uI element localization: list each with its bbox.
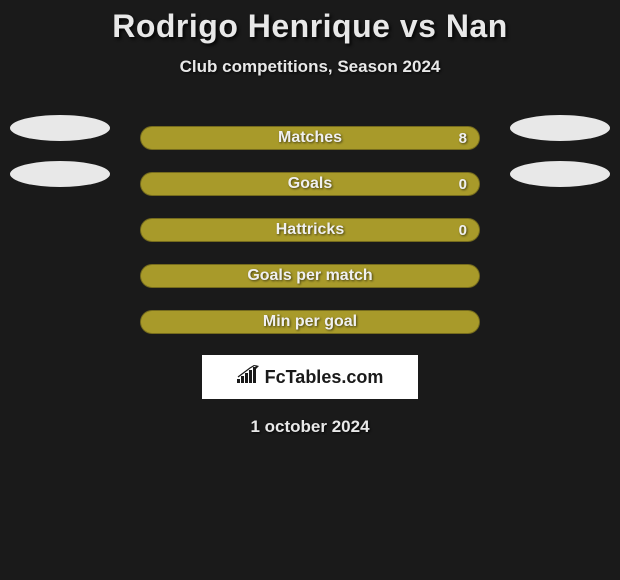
left-ellipse (10, 161, 110, 187)
stat-row: Goals per match (0, 253, 620, 299)
infographic-container: Rodrigo Henrique vs Nan Club competition… (0, 0, 620, 437)
right-ellipse (510, 115, 610, 141)
brand-box: FcTables.com (202, 355, 418, 399)
stat-bar: Matches 8 (140, 126, 480, 150)
stat-row: Hattricks 0 (0, 207, 620, 253)
stat-label: Matches (278, 129, 342, 147)
subtitle: Club competitions, Season 2024 (0, 57, 620, 77)
stat-row: Matches 8 (0, 115, 620, 161)
stat-row: Min per goal (0, 299, 620, 345)
page-title: Rodrigo Henrique vs Nan (0, 8, 620, 45)
stat-bar: Min per goal (140, 310, 480, 334)
stats-area: Matches 8 Goals 0 Hattricks 0 Goals per match M… (0, 115, 620, 345)
stat-value: 0 (459, 176, 467, 193)
left-ellipse (10, 115, 110, 141)
stat-value: 0 (459, 222, 467, 239)
brand-text: FcTables.com (265, 367, 384, 388)
stat-value: 8 (459, 130, 467, 147)
stat-bar: Hattricks 0 (140, 218, 480, 242)
stat-label: Goals per match (247, 267, 372, 285)
stat-bar: Goals 0 (140, 172, 480, 196)
stat-label: Min per goal (263, 313, 357, 331)
date-text: 1 october 2024 (0, 417, 620, 437)
right-ellipse (510, 161, 610, 187)
stat-label: Hattricks (276, 221, 344, 239)
stat-row: Goals 0 (0, 161, 620, 207)
chart-icon (237, 365, 259, 390)
stat-label: Goals (288, 175, 332, 193)
stat-bar: Goals per match (140, 264, 480, 288)
